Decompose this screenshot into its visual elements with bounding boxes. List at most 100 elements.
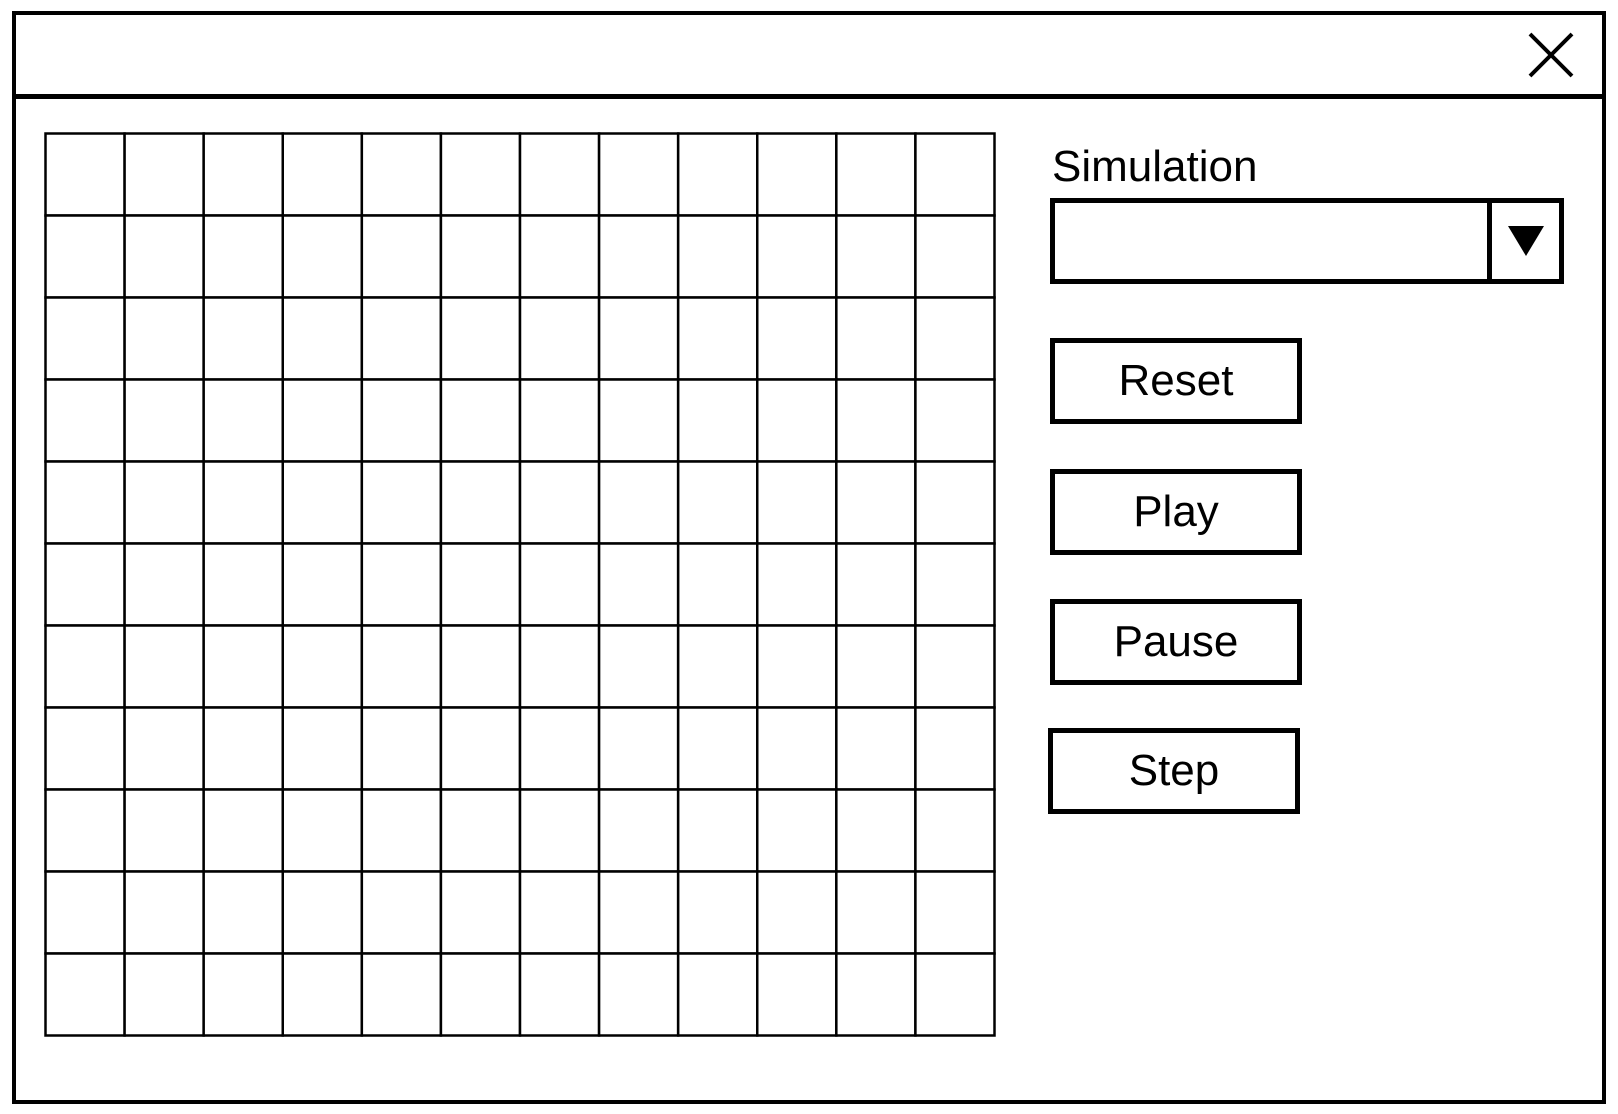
grid-cell[interactable] bbox=[360, 952, 443, 1037]
grid-cell[interactable] bbox=[44, 788, 126, 873]
grid-cell[interactable] bbox=[44, 378, 126, 463]
grid-cell[interactable] bbox=[676, 952, 759, 1037]
grid-cell[interactable] bbox=[123, 706, 205, 791]
grid-cell[interactable] bbox=[439, 378, 522, 463]
grid-cell[interactable] bbox=[202, 624, 285, 709]
grid-cell[interactable] bbox=[835, 952, 917, 1037]
grid-cell[interactable] bbox=[123, 132, 205, 217]
grid-cell[interactable] bbox=[835, 706, 917, 791]
grid-cell[interactable] bbox=[123, 788, 205, 873]
grid-cell[interactable] bbox=[281, 870, 364, 955]
pause-button[interactable]: Pause bbox=[1050, 599, 1302, 685]
grid-cell[interactable] bbox=[835, 788, 917, 873]
grid-cell[interactable] bbox=[123, 460, 205, 545]
grid-cell[interactable] bbox=[835, 460, 917, 545]
grid-cell[interactable] bbox=[914, 460, 996, 545]
grid-cell[interactable] bbox=[914, 542, 996, 627]
grid-cell[interactable] bbox=[597, 788, 680, 873]
grid-cell[interactable] bbox=[44, 460, 126, 545]
grid-cell[interactable] bbox=[202, 460, 285, 545]
grid-cell[interactable] bbox=[676, 706, 759, 791]
reset-button[interactable]: Reset bbox=[1050, 338, 1302, 424]
grid-cell[interactable] bbox=[202, 132, 285, 217]
grid-cell[interactable] bbox=[835, 214, 917, 299]
grid-cell[interactable] bbox=[914, 378, 996, 463]
grid-cell[interactable] bbox=[597, 624, 680, 709]
grid-cell[interactable] bbox=[676, 542, 759, 627]
grid-cell[interactable] bbox=[835, 870, 917, 955]
grid-cell[interactable] bbox=[914, 706, 996, 791]
grid-cell[interactable] bbox=[202, 214, 285, 299]
grid-cell[interactable] bbox=[202, 952, 285, 1037]
grid-cell[interactable] bbox=[439, 214, 522, 299]
grid-cell[interactable] bbox=[439, 952, 522, 1037]
grid-canvas[interactable] bbox=[44, 132, 996, 1037]
grid-cell[interactable] bbox=[914, 132, 996, 217]
grid-cell[interactable] bbox=[597, 214, 680, 299]
grid-cell[interactable] bbox=[835, 542, 917, 627]
grid-cell[interactable] bbox=[44, 132, 126, 217]
grid-cell[interactable] bbox=[756, 296, 838, 381]
grid-cell[interactable] bbox=[518, 624, 601, 709]
grid-cell[interactable] bbox=[281, 706, 364, 791]
grid-cell[interactable] bbox=[202, 870, 285, 955]
grid-cell[interactable] bbox=[914, 870, 996, 955]
grid-cell[interactable] bbox=[281, 624, 364, 709]
grid-cell[interactable] bbox=[44, 870, 126, 955]
grid-cell[interactable] bbox=[597, 952, 680, 1037]
grid-cell[interactable] bbox=[914, 214, 996, 299]
grid-cell[interactable] bbox=[676, 788, 759, 873]
grid-cell[interactable] bbox=[360, 542, 443, 627]
grid-cell[interactable] bbox=[281, 460, 364, 545]
simulation-grid[interactable] bbox=[44, 132, 996, 1037]
grid-cell[interactable] bbox=[44, 542, 126, 627]
play-button[interactable]: Play bbox=[1050, 469, 1302, 555]
grid-cell[interactable] bbox=[835, 624, 917, 709]
simulation-dropdown[interactable] bbox=[1050, 198, 1564, 284]
grid-cell[interactable] bbox=[597, 870, 680, 955]
grid-cell[interactable] bbox=[123, 214, 205, 299]
grid-cell[interactable] bbox=[439, 870, 522, 955]
grid-cell[interactable] bbox=[360, 132, 443, 217]
grid-cell[interactable] bbox=[123, 624, 205, 709]
close-button[interactable] bbox=[1526, 30, 1576, 80]
grid-cell[interactable] bbox=[439, 460, 522, 545]
grid-cell[interactable] bbox=[597, 460, 680, 545]
grid-cell[interactable] bbox=[756, 952, 838, 1037]
grid-cell[interactable] bbox=[123, 870, 205, 955]
grid-cell[interactable] bbox=[123, 296, 205, 381]
step-button[interactable]: Step bbox=[1048, 728, 1300, 814]
grid-cell[interactable] bbox=[202, 296, 285, 381]
grid-cell[interactable] bbox=[597, 706, 680, 791]
grid-cell[interactable] bbox=[676, 296, 759, 381]
grid-cell[interactable] bbox=[44, 952, 126, 1037]
grid-cell[interactable] bbox=[518, 706, 601, 791]
grid-cell[interactable] bbox=[439, 132, 522, 217]
grid-cell[interactable] bbox=[439, 296, 522, 381]
grid-cell[interactable] bbox=[123, 542, 205, 627]
grid-cell[interactable] bbox=[676, 132, 759, 217]
dropdown-arrow-button[interactable] bbox=[1487, 203, 1559, 279]
grid-cell[interactable] bbox=[518, 460, 601, 545]
grid-cell[interactable] bbox=[597, 542, 680, 627]
grid-cell[interactable] bbox=[835, 378, 917, 463]
grid-cell[interactable] bbox=[439, 542, 522, 627]
grid-cell[interactable] bbox=[756, 706, 838, 791]
grid-cell[interactable] bbox=[518, 378, 601, 463]
grid-cell[interactable] bbox=[44, 624, 126, 709]
grid-cell[interactable] bbox=[123, 378, 205, 463]
grid-cell[interactable] bbox=[756, 870, 838, 955]
grid-cell[interactable] bbox=[439, 706, 522, 791]
grid-cell[interactable] bbox=[914, 788, 996, 873]
grid-cell[interactable] bbox=[44, 706, 126, 791]
grid-cell[interactable] bbox=[360, 214, 443, 299]
grid-cell[interactable] bbox=[360, 706, 443, 791]
grid-cell[interactable] bbox=[360, 460, 443, 545]
grid-cell[interactable] bbox=[518, 542, 601, 627]
grid-cell[interactable] bbox=[518, 214, 601, 299]
grid-cell[interactable] bbox=[676, 460, 759, 545]
grid-cell[interactable] bbox=[914, 296, 996, 381]
grid-cell[interactable] bbox=[281, 788, 364, 873]
grid-cell[interactable] bbox=[518, 788, 601, 873]
grid-cell[interactable] bbox=[202, 378, 285, 463]
